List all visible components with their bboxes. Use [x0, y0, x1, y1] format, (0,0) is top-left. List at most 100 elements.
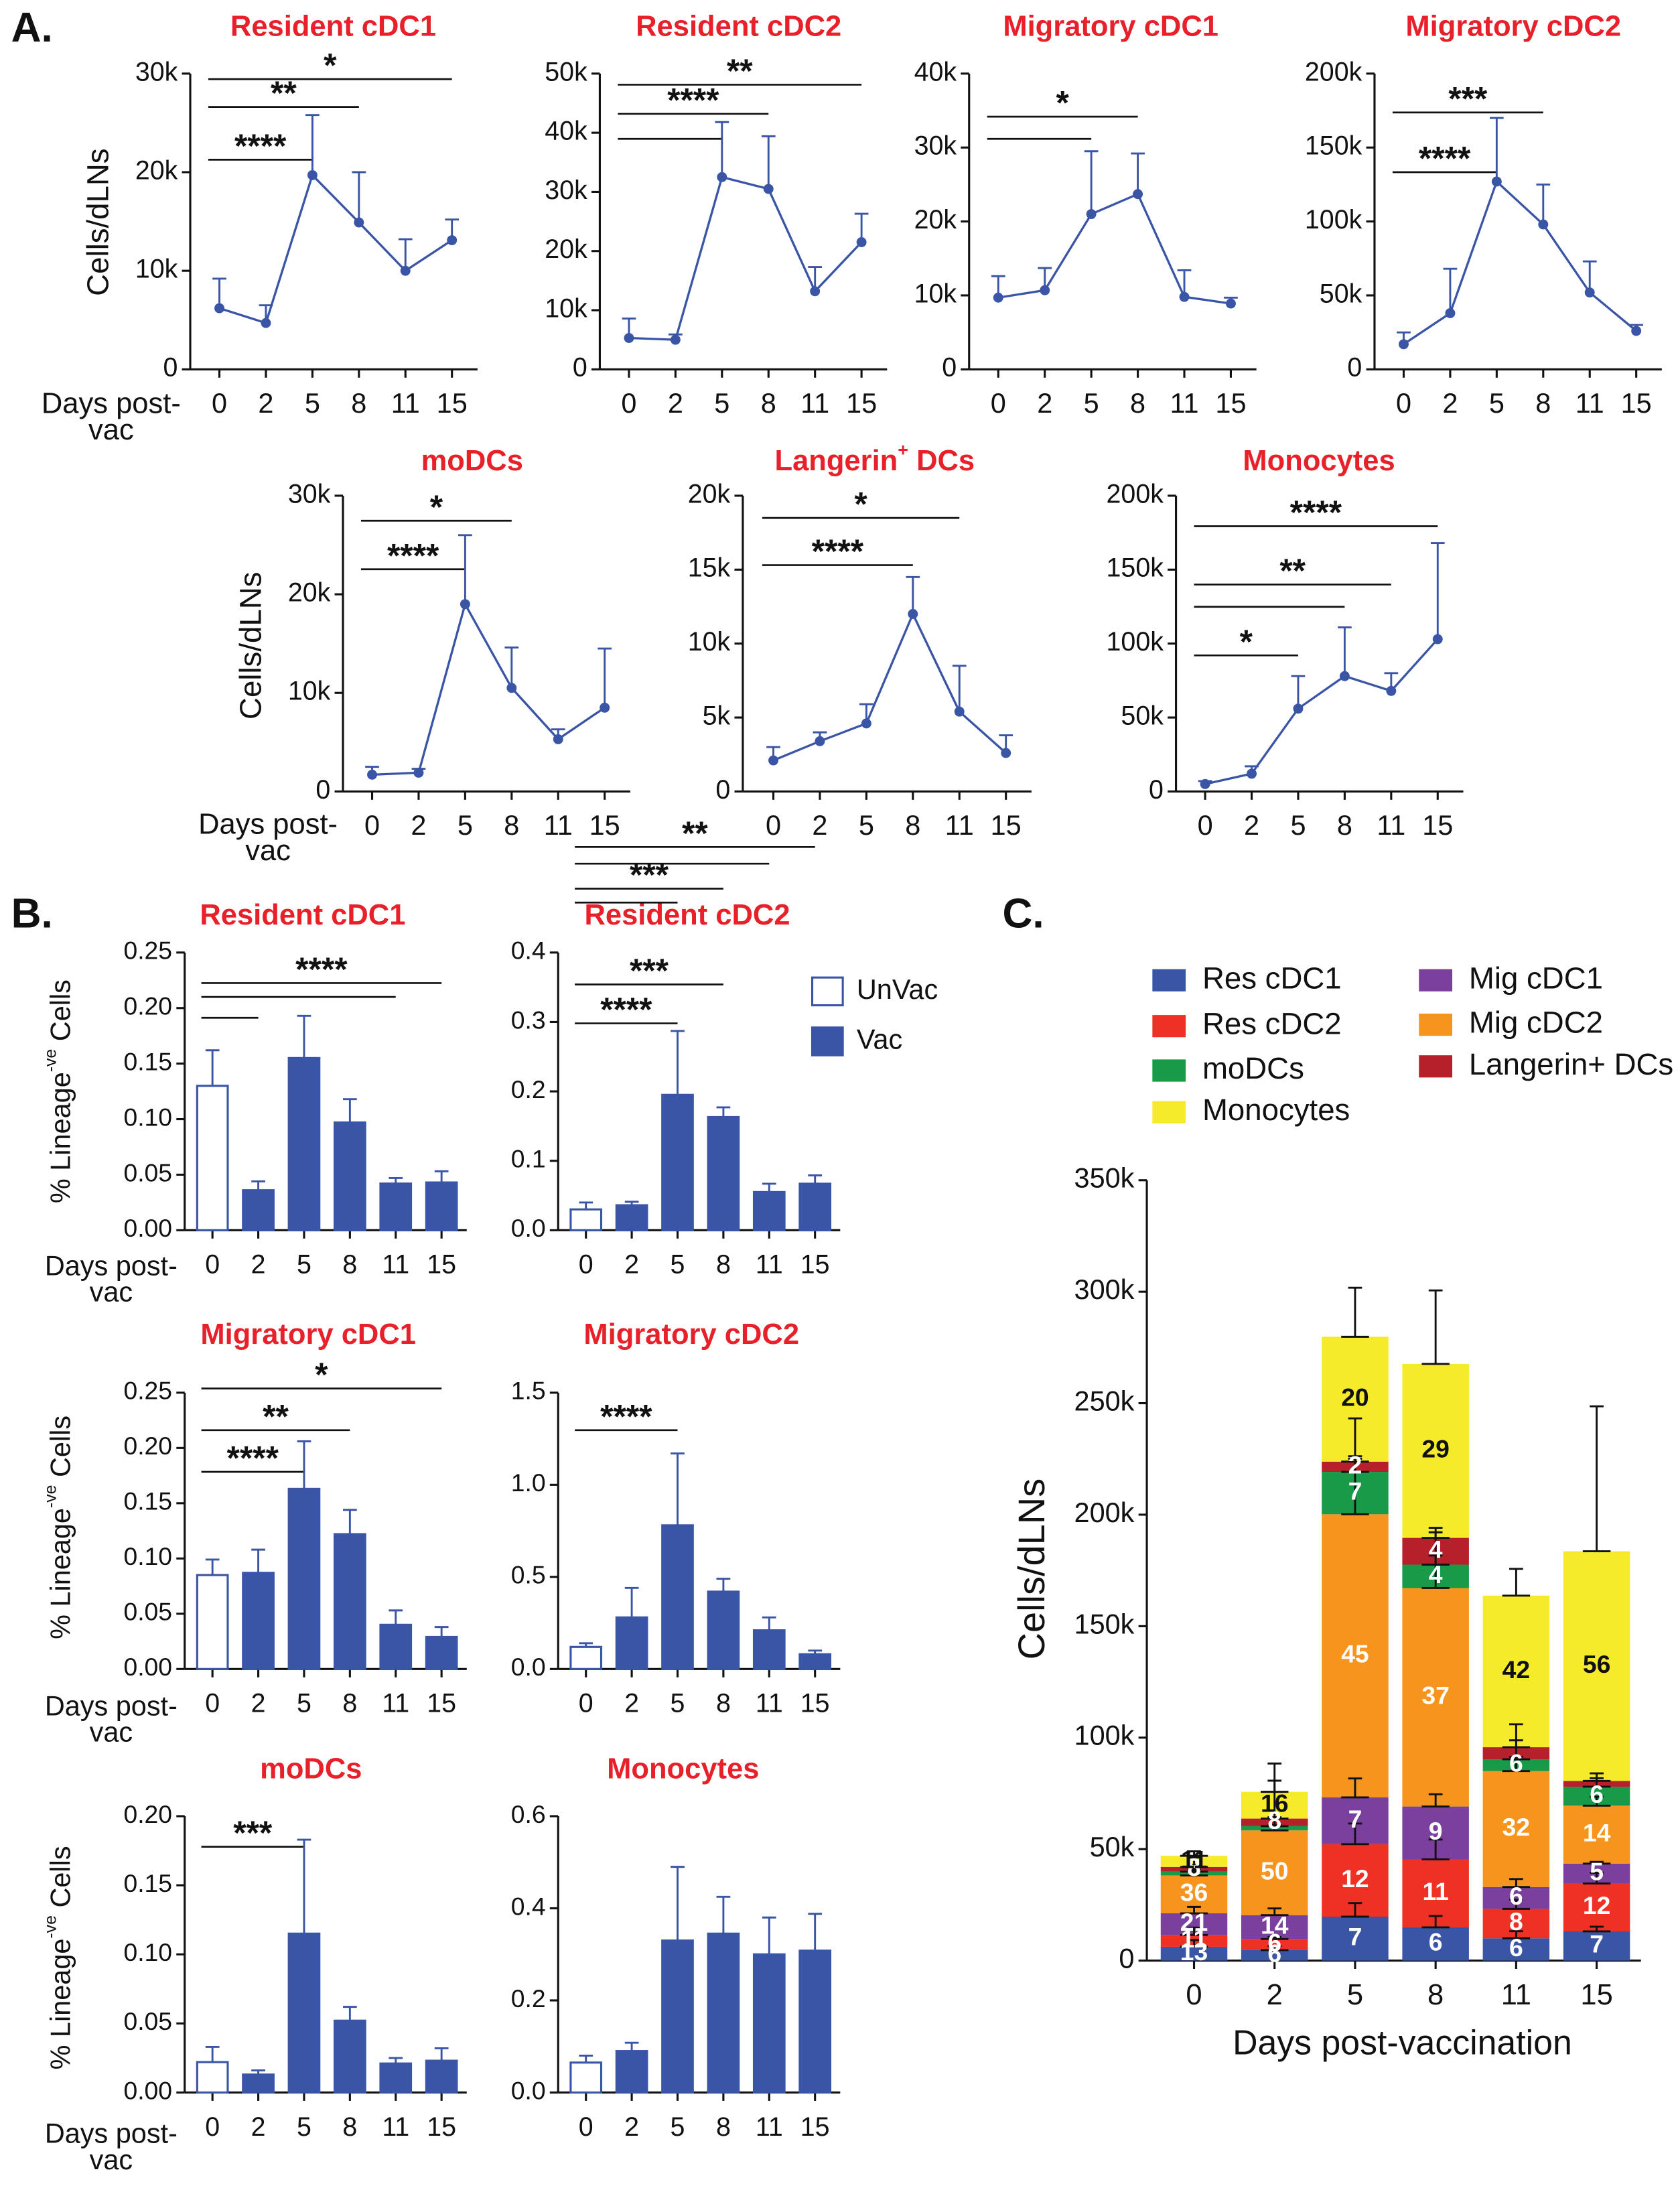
y-tick-label: 0.05 — [123, 1598, 172, 1626]
data-point — [1001, 748, 1011, 758]
bar-segment — [1241, 1939, 1308, 1950]
y-tick-label: 0 — [573, 353, 587, 383]
x-tick-label: 2 — [812, 809, 827, 841]
y-tick-label: 0.05 — [123, 2007, 172, 2035]
significance-label: **** — [227, 1440, 279, 1477]
chart-title: Resident cDC1 — [200, 898, 405, 931]
bar — [379, 1623, 413, 1670]
x-tick-label: 11 — [1576, 387, 1604, 419]
data-point — [624, 333, 634, 343]
y-tick-label: 0 — [1149, 775, 1164, 805]
bar — [287, 1056, 321, 1231]
significance-label: **** — [295, 951, 348, 988]
x-tick-label: 2 — [624, 2112, 639, 2142]
x-axis-label: Days post- — [42, 388, 181, 420]
x-tick-label: 5 — [458, 809, 473, 841]
y-label-text: Cells — [44, 979, 76, 1049]
x-tick-label: 11 — [382, 2112, 409, 2142]
title-text: DCs — [908, 445, 975, 477]
panel-label: C. — [1002, 890, 1044, 937]
x-tick-label: 8 — [1535, 387, 1551, 419]
bar — [707, 1932, 740, 2094]
segment-label: 6 — [1509, 1882, 1523, 1910]
y-label-text: % Lineage — [44, 1939, 76, 2070]
y-tick-label: 150k — [1074, 1608, 1135, 1639]
x-tick-label: 15 — [800, 2112, 830, 2142]
series-line — [628, 176, 863, 341]
y-tick-label: 150k — [1107, 553, 1164, 583]
data-point — [460, 599, 470, 610]
bar — [425, 1635, 458, 1670]
segment-label: 6 — [1509, 1749, 1523, 1777]
x-tick-label: 0 — [205, 1689, 220, 1718]
x-tick-label: 11 — [544, 809, 573, 841]
significance-label: * — [1056, 84, 1069, 122]
x-axis-label: vac — [245, 835, 291, 867]
bar — [798, 1949, 832, 2094]
x-tick-label: 15 — [1621, 387, 1652, 419]
legend-swatch — [811, 1026, 844, 1056]
x-tick-label: 8 — [716, 2112, 731, 2142]
bar-segment — [1402, 1363, 1469, 1538]
data-point — [1445, 307, 1456, 318]
data-point — [307, 169, 318, 180]
x-tick-label: 5 — [714, 387, 729, 419]
chart-title: Resident cDC1 — [230, 10, 436, 42]
bar — [707, 1115, 740, 1231]
x-tick-label: 8 — [905, 809, 920, 841]
x-tick-label: 11 — [1170, 387, 1199, 419]
segment-label: 5 — [1590, 1857, 1604, 1885]
bar — [752, 1190, 786, 1231]
panel-label: B. — [11, 890, 53, 937]
bar — [661, 1524, 694, 1670]
bar — [334, 1121, 366, 1231]
data-point — [400, 265, 411, 276]
chart-title: Migratory cDC2 — [1405, 10, 1621, 42]
x-tick-label: 8 — [1427, 1979, 1444, 2011]
x-tick-label: 11 — [382, 1689, 409, 1718]
x-tick-label: 11 — [800, 387, 829, 419]
bar — [615, 1204, 648, 1231]
x-tick-label: 15 — [991, 809, 1022, 841]
bar-segment — [1402, 1588, 1469, 1807]
segment-label: 9 — [1429, 1817, 1443, 1845]
x-tick-label: 5 — [1084, 387, 1099, 419]
data-point — [815, 736, 825, 746]
title-text: Resident cDC1 — [230, 10, 436, 42]
x-tick-label: 2 — [411, 809, 426, 841]
x-tick-label: 8 — [761, 387, 776, 419]
x-tick-label: 15 — [427, 1689, 456, 1718]
y-tick-label: 0.05 — [123, 1158, 172, 1186]
bar — [752, 1629, 786, 1670]
bar-segment — [1563, 1551, 1630, 1781]
y-tick-label: 100k — [1074, 1720, 1135, 1751]
y-tick-label: 50k — [1090, 1831, 1135, 1862]
y-tick-label: 350k — [1074, 1162, 1135, 1194]
x-axis-label: Days post- — [45, 1249, 178, 1281]
y-axis-label: Cells/dLNs — [233, 572, 267, 720]
data-point — [1179, 291, 1190, 302]
x-tick-label: 2 — [1267, 1979, 1283, 2011]
segment-label: 6 — [1590, 1780, 1604, 1808]
segment-label: 13 — [1180, 1937, 1208, 1966]
x-tick-label: 2 — [1244, 809, 1259, 841]
y-tick-label: 0.15 — [123, 1869, 172, 1897]
title-text: Langerin — [774, 445, 898, 477]
bar-segment — [1563, 1931, 1630, 1961]
bar — [242, 2073, 275, 2094]
segment-label: 6 — [1509, 1933, 1523, 1962]
y-axis-label: % Lineage-ve Cells — [41, 1416, 76, 1639]
x-tick-label: 0 — [205, 2112, 220, 2142]
data-point — [856, 237, 867, 247]
segment-label: 8 — [1267, 1806, 1281, 1834]
segment-label: 45 — [1341, 1639, 1369, 1667]
bar — [287, 1487, 321, 1670]
y-axis-label: Cells/dLNs — [1010, 1479, 1052, 1660]
segment-label: 32 — [1502, 1813, 1531, 1841]
y-label-text: % Lineage — [44, 1508, 76, 1639]
series-line — [1403, 180, 1637, 346]
y-label-sup: -ve — [41, 1049, 60, 1073]
x-tick-label: 11 — [1501, 1979, 1531, 2011]
series-line — [772, 611, 1007, 762]
x-tick-label: 15 — [427, 1250, 456, 1280]
